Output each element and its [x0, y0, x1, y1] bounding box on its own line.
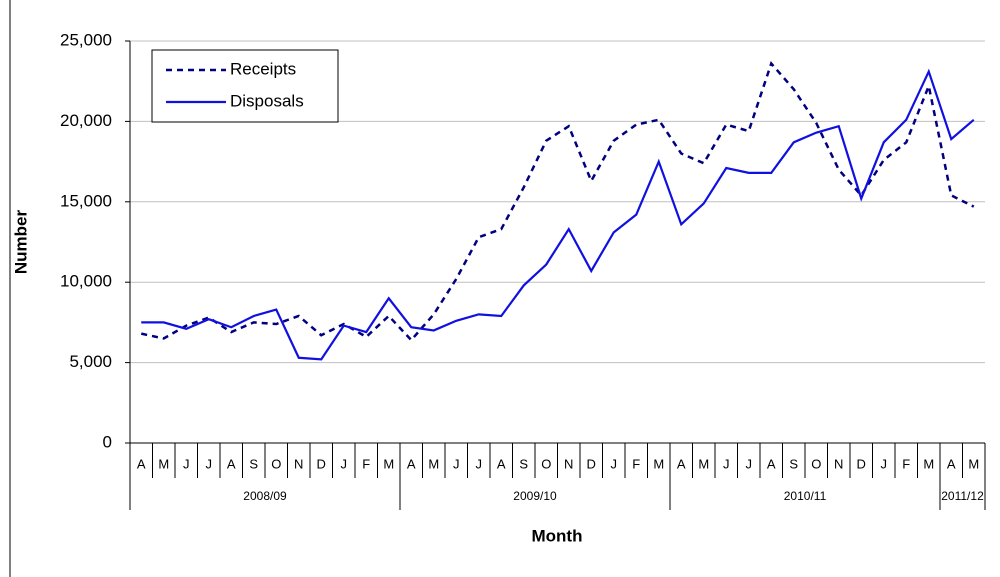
x-axis-label: Month [532, 526, 583, 545]
x-tick-label: M [923, 456, 934, 471]
x-tick-label: M [968, 456, 979, 471]
x-tick-label: J [341, 456, 348, 471]
x-tick-label: A [407, 456, 416, 471]
x-tick-label: A [947, 456, 956, 471]
y-tick-label: 25,000 [60, 30, 112, 49]
x-tick-label: O [811, 456, 821, 471]
x-tick-label: O [541, 456, 551, 471]
x-tick-label: S [519, 456, 528, 471]
line-series [140, 61, 975, 342]
x-tick-label: A [677, 456, 686, 471]
x-tick-label: J [611, 456, 618, 471]
x-tick-label: S [789, 456, 798, 471]
x-tick-label: M [428, 456, 439, 471]
group-label: 2010/11 [784, 489, 827, 503]
x-tick-label: O [271, 456, 281, 471]
group-label: 2011/12 [941, 489, 984, 503]
x-tick-label: J [746, 456, 753, 471]
x-tick-label: D [317, 456, 326, 471]
x-tick-label: F [362, 456, 370, 471]
x-tick-label: A [767, 456, 776, 471]
y-axis-label: Number [11, 210, 30, 275]
y-tick-label: 20,000 [60, 111, 112, 130]
legend-label: Receipts [230, 59, 296, 78]
group-label: 2008/09 [243, 489, 287, 503]
line-series [141, 68, 975, 361]
x-tick-label: D [587, 456, 596, 471]
group-label: 2009/10 [513, 489, 557, 503]
x-tick-label: M [698, 456, 709, 471]
y-tick-label: 0 [103, 432, 112, 451]
x-tick-label: S [249, 456, 258, 471]
x-tick-label: N [294, 456, 303, 471]
y-tick-label: 10,000 [60, 272, 112, 291]
legend-label: Disposals [230, 91, 304, 110]
x-tick-label: J [206, 456, 213, 471]
x-tick-label: D [857, 456, 866, 471]
x-tick-label: F [902, 456, 910, 471]
y-tick-label: 15,000 [60, 191, 112, 210]
x-tick-label: M [158, 456, 169, 471]
x-tick-label: N [564, 456, 573, 471]
x-tick-label: M [653, 456, 664, 471]
x-tick-label: J [476, 456, 483, 471]
x-tick-label: A [227, 456, 236, 471]
x-tick-label: M [383, 456, 394, 471]
y-tick-label: 5,000 [69, 352, 112, 371]
x-tick-label: J [453, 456, 460, 471]
x-tick-label: J [183, 456, 190, 471]
x-tick-label: J [881, 456, 888, 471]
x-tick-label: A [137, 456, 146, 471]
x-tick-label: J [723, 456, 730, 471]
x-tick-label: F [632, 456, 640, 471]
legend-box [151, 49, 339, 123]
x-tick-label: N [834, 456, 843, 471]
x-tick-label: A [497, 456, 506, 471]
